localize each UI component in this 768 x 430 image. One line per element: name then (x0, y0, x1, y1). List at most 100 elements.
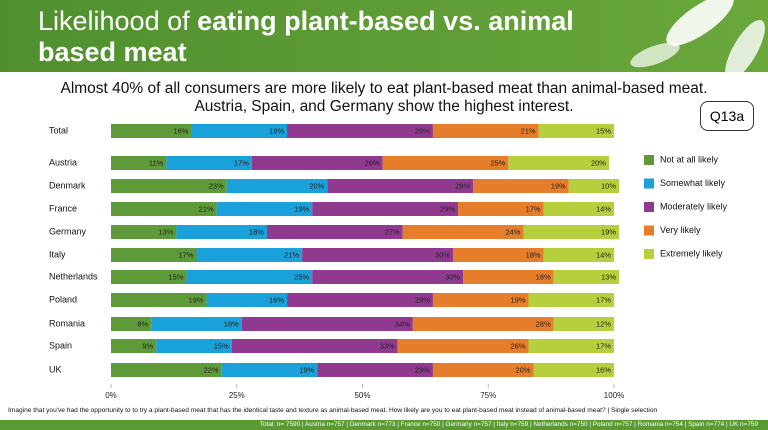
bar-segment (538, 124, 614, 138)
bar-segment (317, 363, 433, 377)
value-label: 14% (596, 204, 611, 213)
category-label: Italy (49, 249, 66, 259)
bar-segment (111, 124, 192, 138)
value-label: 15% (596, 126, 611, 135)
value-label: 17% (596, 341, 611, 350)
category-label: Spain (49, 340, 72, 350)
value-label: 24% (505, 227, 520, 236)
title-emphasis: eating plant-based vs. animal based meat (38, 6, 574, 67)
sample-sizes: Total: n= 7590 | Austria n=757 | Denmark… (259, 421, 758, 428)
legend-swatch (644, 202, 654, 212)
bar-segment (553, 317, 614, 331)
value-label: 33% (380, 341, 395, 350)
bar-segment (528, 293, 614, 307)
bar-segment (111, 248, 197, 262)
category-label: Denmark (49, 180, 86, 190)
value-label: 17% (526, 204, 541, 213)
value-label: 26% (365, 158, 380, 167)
category-label: Romania (49, 318, 85, 328)
bar-segment (412, 317, 554, 331)
value-label: 16% (596, 365, 611, 374)
title-prefix: Likelihood of (38, 6, 190, 36)
value-label: 26% (510, 341, 525, 350)
value-label: 13% (601, 272, 616, 281)
legend-label: Somewhat likely (660, 178, 726, 188)
bar-segment (231, 339, 398, 353)
x-tick-label: 100% (604, 391, 624, 400)
bar-segment (241, 317, 413, 331)
bar-segment (111, 179, 227, 193)
bar-segment (327, 179, 474, 193)
bar-segment (221, 363, 318, 377)
value-label: 18% (526, 250, 541, 259)
subtitle: Austria, Spain, and Germany show the hig… (194, 98, 574, 115)
value-label: 27% (385, 227, 400, 236)
bar-segment (523, 225, 620, 239)
value-label: 19% (510, 295, 525, 304)
value-label: 19% (269, 126, 284, 135)
value-label: 21% (199, 204, 214, 213)
bar-segment (251, 156, 383, 170)
bar-segment (463, 270, 554, 284)
bar-segment (111, 270, 187, 284)
value-label: 23% (209, 181, 224, 190)
question-badge: Q13a (700, 101, 754, 131)
value-label: 13% (158, 227, 173, 236)
bar-segment (226, 179, 328, 193)
value-label: 29% (440, 204, 455, 213)
value-label: 29% (415, 126, 430, 135)
value-label: 22% (204, 365, 219, 374)
value-label: 28% (536, 319, 551, 328)
subtitle: Almost 40% of all consumers are more lik… (60, 80, 708, 97)
x-tick-label: 75% (480, 391, 496, 400)
bar-segment (111, 293, 207, 307)
bar-segment (111, 339, 157, 353)
value-label: 15% (168, 272, 183, 281)
bar-segment (176, 225, 267, 239)
value-label: 23% (415, 365, 430, 374)
value-label: 30% (435, 250, 450, 259)
value-label: 19% (299, 365, 314, 374)
bar-segment (216, 202, 313, 216)
bar-segment (206, 293, 288, 307)
bar-segment (543, 202, 614, 216)
legend-label: Extremely likely (660, 248, 723, 258)
bar-segment (302, 248, 454, 262)
bar-segment (458, 202, 544, 216)
bar-segment (568, 179, 620, 193)
value-label: 8% (137, 319, 148, 328)
value-label: 17% (234, 158, 249, 167)
bar-segment (508, 156, 609, 170)
category-label: France (49, 203, 77, 213)
category-label: Netherlands (49, 271, 98, 281)
bar-segment (266, 225, 403, 239)
value-label: 18% (536, 272, 551, 281)
value-label: 34% (395, 319, 410, 328)
value-label: 21% (284, 250, 299, 259)
bar-segment (111, 363, 222, 377)
value-label: 17% (178, 250, 193, 259)
value-label: 18% (224, 319, 239, 328)
legend-swatch (644, 249, 654, 259)
value-label: 19% (189, 295, 204, 304)
value-label: 18% (249, 227, 264, 236)
category-label: Poland (49, 294, 77, 304)
value-label: 9% (142, 341, 153, 350)
category-label: Germany (49, 226, 87, 236)
value-label: 20% (516, 365, 531, 374)
bar-segment (397, 339, 529, 353)
bar-segment (432, 124, 539, 138)
bar-segment (543, 248, 614, 262)
bar-segment (287, 124, 433, 138)
bar-segment (186, 270, 313, 284)
bar-segment (111, 202, 217, 216)
value-label: 25% (294, 272, 309, 281)
value-label: 16% (173, 126, 188, 135)
x-tick-label: 0% (105, 391, 117, 400)
value-label: 17% (596, 295, 611, 304)
x-tick-label: 25% (229, 391, 245, 400)
bar-segment (453, 248, 544, 262)
footnote: Imagine that you've had the opportunity … (8, 407, 658, 414)
